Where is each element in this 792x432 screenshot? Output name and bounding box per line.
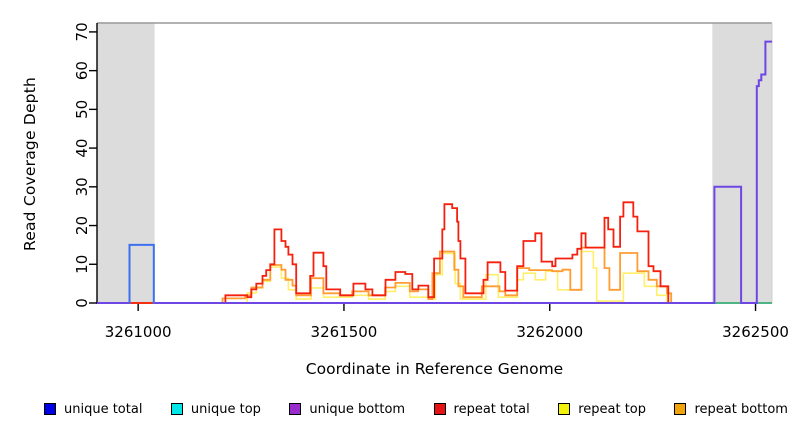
y-tick-label: 40 [73, 139, 91, 158]
series-unique-bottom [154, 40, 772, 304]
legend-swatch-repeat-total [433, 403, 446, 415]
legend-item-repeat-top: repeat top [558, 402, 646, 417]
legend-item-unique-top: unique top [170, 401, 261, 417]
legend-swatch-repeat-bottom [674, 403, 687, 415]
y-tick-label: 50 [73, 100, 91, 119]
series-repeat-total [97, 201, 772, 304]
legend-swatch-unique-top [170, 403, 183, 415]
y-tick-label: 20 [73, 216, 91, 235]
y-tick-label: 60 [73, 61, 91, 80]
legend-swatch-unique-total [44, 403, 56, 415]
legend-item-repeat-bottom: repeat bottom [674, 402, 788, 417]
legend-swatch-unique-bottom [289, 403, 302, 415]
highlight-band-left-flank [97, 23, 155, 303]
legend-label: repeat bottom [694, 401, 788, 417]
chart-legend: unique total unique top unique bottom repea… [44, 397, 788, 421]
legend-item-unique-bottom: unique bottom [289, 402, 405, 417]
legend-item-repeat-total: repeat total [433, 401, 530, 417]
highlight-band-right-flank [712, 23, 772, 303]
legend-label: unique total [64, 401, 143, 417]
legend-label: unique top [190, 401, 261, 417]
y-axis-label: Read Coverage Depth [21, 76, 39, 252]
x-axis-label: Coordinate in Reference Genome [305, 360, 564, 378]
x-tick-label: 3261000 [105, 323, 172, 341]
y-tick-label: 0 [73, 298, 91, 308]
legend-label: repeat top [578, 401, 646, 417]
legend-swatch-repeat-top [558, 403, 571, 415]
y-tick-label: 10 [73, 255, 91, 274]
y-tick-label: 70 [73, 22, 91, 41]
series-repeat-bottom [97, 246, 772, 304]
x-tick-label: 3261500 [311, 323, 378, 341]
x-tick-label: 3262000 [516, 323, 583, 341]
legend-label: unique bottom [309, 401, 406, 417]
x-tick-label: 3262500 [722, 323, 789, 341]
y-tick-label: 30 [73, 177, 91, 196]
legend-item-unique-total: unique total [44, 402, 142, 417]
legend-label: repeat total [453, 401, 530, 417]
